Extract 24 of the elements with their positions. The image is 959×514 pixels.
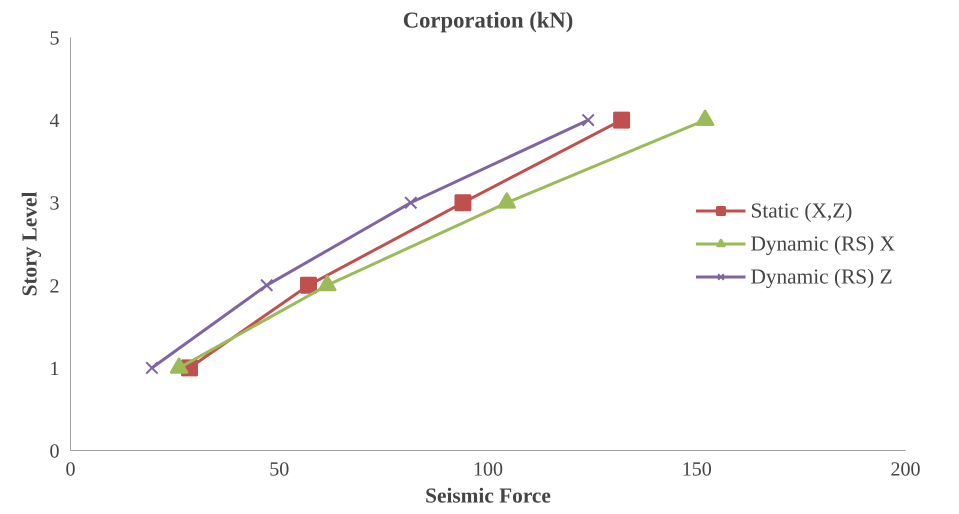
y-tick-label: 5 bbox=[50, 28, 60, 50]
x-tick-label: 200 bbox=[890, 458, 920, 480]
point bbox=[613, 112, 630, 129]
x-tick-label: 100 bbox=[473, 458, 503, 480]
point bbox=[260, 278, 274, 292]
x-tick-label: 0 bbox=[66, 458, 76, 480]
chart-title: Corporation (kN) bbox=[402, 8, 574, 32]
point bbox=[454, 194, 472, 212]
y-tick-label: 1 bbox=[50, 358, 60, 380]
x-tick-label: 50 bbox=[269, 458, 290, 480]
x-axis-title: Seismic Force bbox=[425, 484, 551, 508]
point bbox=[582, 113, 595, 127]
y-tick-label: 3 bbox=[50, 192, 60, 215]
point bbox=[145, 361, 159, 375]
point bbox=[404, 196, 418, 210]
y-tick-label: 4 bbox=[50, 110, 60, 132]
legend-label: Dynamic (RS) X bbox=[750, 231, 895, 256]
legend-label: Static (X,Z) bbox=[750, 198, 852, 223]
point bbox=[300, 276, 317, 294]
y-tick-label: 0 bbox=[50, 440, 60, 462]
legend-label: Dynamic (RS) Z bbox=[750, 264, 893, 289]
y-axis-title: Story Level bbox=[18, 192, 42, 296]
y-tick-label: 2 bbox=[50, 275, 60, 298]
x-tick-label: 150 bbox=[682, 458, 712, 480]
